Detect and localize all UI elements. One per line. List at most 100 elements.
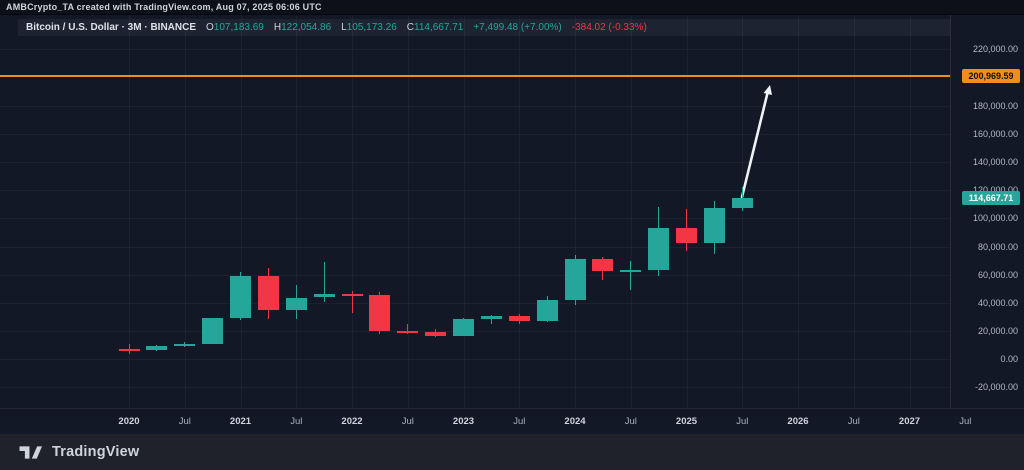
candle-2021-Q1 xyxy=(230,276,251,319)
price-gridline xyxy=(0,218,950,220)
time-gridline xyxy=(742,15,744,408)
candle-2020-Q4 xyxy=(202,318,224,345)
level-price-label: 200,969.59 xyxy=(962,69,1020,83)
price-tick-label: 80,000.00 xyxy=(977,241,1018,252)
projection-arrow[interactable] xyxy=(0,15,950,408)
price-gridline xyxy=(0,302,950,304)
ohlc-low: L105,173.26 xyxy=(341,22,397,33)
time-gridline xyxy=(630,15,632,408)
time-axis[interactable]: 2020 Jul 2021 Jul 2022 Jul 2023 Jul 2024 Jul 2025 J… xyxy=(0,408,1024,434)
time-tick-label: Jul xyxy=(736,416,749,427)
price-tick-label: 40,000.00 xyxy=(977,297,1018,308)
time-tick-label: Jul xyxy=(847,416,860,427)
candle-wick xyxy=(128,344,130,354)
price-gridline xyxy=(0,246,950,248)
footer-bar: TradingView xyxy=(0,434,1024,470)
candle-2025-Q3 xyxy=(731,197,753,209)
time-tick-label: Jul xyxy=(178,416,191,427)
change-value: +7,499.48 (+7.00%) xyxy=(473,22,562,33)
time-gridline xyxy=(240,15,242,408)
candle-2023-Q3 xyxy=(508,316,530,322)
time-gridline xyxy=(184,15,186,408)
plot-area[interactable] xyxy=(0,15,950,408)
candle-2021-Q3 xyxy=(285,297,307,310)
brand-name[interactable]: TradingView xyxy=(52,444,140,460)
price-tick-label: 160,000.00 xyxy=(972,128,1018,139)
time-tick-label: Jul xyxy=(290,416,303,427)
candle-2022-Q3 xyxy=(397,331,419,334)
candle-wick xyxy=(407,323,409,335)
session-change-value: -384.02 (-0.33%) xyxy=(571,22,647,33)
candle-2024-Q4 xyxy=(648,227,670,270)
candle-2024-Q1 xyxy=(564,258,586,300)
candle-2022-Q1 xyxy=(341,294,363,297)
price-gridline xyxy=(0,133,950,135)
candle-2023-Q1 xyxy=(453,319,474,336)
price-tick-label: 220,000.00 xyxy=(972,44,1018,55)
price-tick-label: 60,000.00 xyxy=(977,269,1018,280)
price-tick-label: 100,000.00 xyxy=(972,213,1018,224)
candle-2025-Q1 xyxy=(676,227,697,243)
candle-2023-Q2 xyxy=(480,316,502,320)
candle-2024-Q3 xyxy=(620,270,642,272)
time-gridline xyxy=(798,15,799,408)
time-tick-label: 2027 xyxy=(898,416,921,427)
symbol-title[interactable]: Bitcoin / U.S. Dollar · 3M · BINANCE xyxy=(26,22,197,33)
attribution-text: AMBCrypto_TA created with TradingView.co… xyxy=(6,2,322,12)
time-tick-label: 2026 xyxy=(787,416,809,427)
price-axis[interactable]: 220,000.00 180,000.00 160,000.00 140,000.00… xyxy=(950,15,1024,408)
time-gridline xyxy=(352,15,353,408)
candle-2020-Q2 xyxy=(146,346,168,351)
candle-2023-Q4 xyxy=(536,299,558,322)
price-tick-label: -20,000.00 xyxy=(974,382,1018,393)
time-tick-label: 2021 xyxy=(229,416,252,427)
price-gridline xyxy=(0,274,950,276)
time-tick-label: Jul xyxy=(959,416,972,427)
time-tick-label: 2023 xyxy=(452,416,475,427)
tradingview-logo-icon[interactable] xyxy=(18,443,44,462)
candle-2025-Q2 xyxy=(703,208,725,243)
candle-2020-Q3 xyxy=(174,344,196,347)
time-tick-label: Jul xyxy=(513,416,526,427)
time-tick-label: Jul xyxy=(624,416,637,427)
candle-2022-Q2 xyxy=(369,295,391,332)
symbol-legend: Bitcoin / U.S. Dollar · 3M · BINANCE O10… xyxy=(18,19,952,36)
ohlc-high: H122,054.86 xyxy=(273,22,332,33)
price-gridline xyxy=(0,49,950,51)
ohlc-open: O107,183.69 xyxy=(206,22,264,33)
last-price-label: 114,667.71 xyxy=(962,190,1020,205)
time-gridline xyxy=(296,15,298,408)
candle-2021-Q2 xyxy=(257,276,279,310)
candle-2020-Q1 xyxy=(118,349,140,352)
price-tick-label: 140,000.00 xyxy=(972,156,1018,167)
time-tick-label: Jul xyxy=(401,416,414,427)
candle-2024-Q2 xyxy=(592,258,614,271)
horizontal-level-line[interactable] xyxy=(0,75,950,77)
time-tick-label: 2022 xyxy=(341,416,363,427)
time-gridline xyxy=(463,15,465,408)
time-gridline xyxy=(407,15,409,408)
price-gridline xyxy=(0,161,950,163)
time-gridline xyxy=(909,15,911,408)
price-tick-label: 180,000.00 xyxy=(972,100,1018,111)
chart-widget: Bitcoin / U.S. Dollar · 3M · BINANCE O10… xyxy=(0,15,1024,434)
time-tick-label: 2025 xyxy=(675,416,698,427)
price-tick-label: 0.00 xyxy=(1000,354,1018,365)
ohlc-close: C114,667.71 xyxy=(406,22,464,33)
candle-wick xyxy=(323,262,325,302)
candle-wick xyxy=(490,315,492,325)
candle-2022-Q4 xyxy=(425,331,447,336)
price-tick-label: 120,000.00 xyxy=(973,183,1018,197)
time-tick-label: 2024 xyxy=(564,416,586,427)
candle-2021-Q4 xyxy=(313,294,335,298)
price-gridline xyxy=(0,105,950,107)
price-gridline xyxy=(0,387,950,389)
time-gridline xyxy=(129,15,130,408)
time-gridline xyxy=(519,15,521,408)
price-tick-label: 20,000.00 xyxy=(977,326,1018,336)
price-gridline xyxy=(0,331,950,332)
candle-wick xyxy=(351,291,353,313)
time-gridline xyxy=(575,15,576,408)
attribution-bar: AMBCrypto_TA created with TradingView.co… xyxy=(0,0,1024,15)
